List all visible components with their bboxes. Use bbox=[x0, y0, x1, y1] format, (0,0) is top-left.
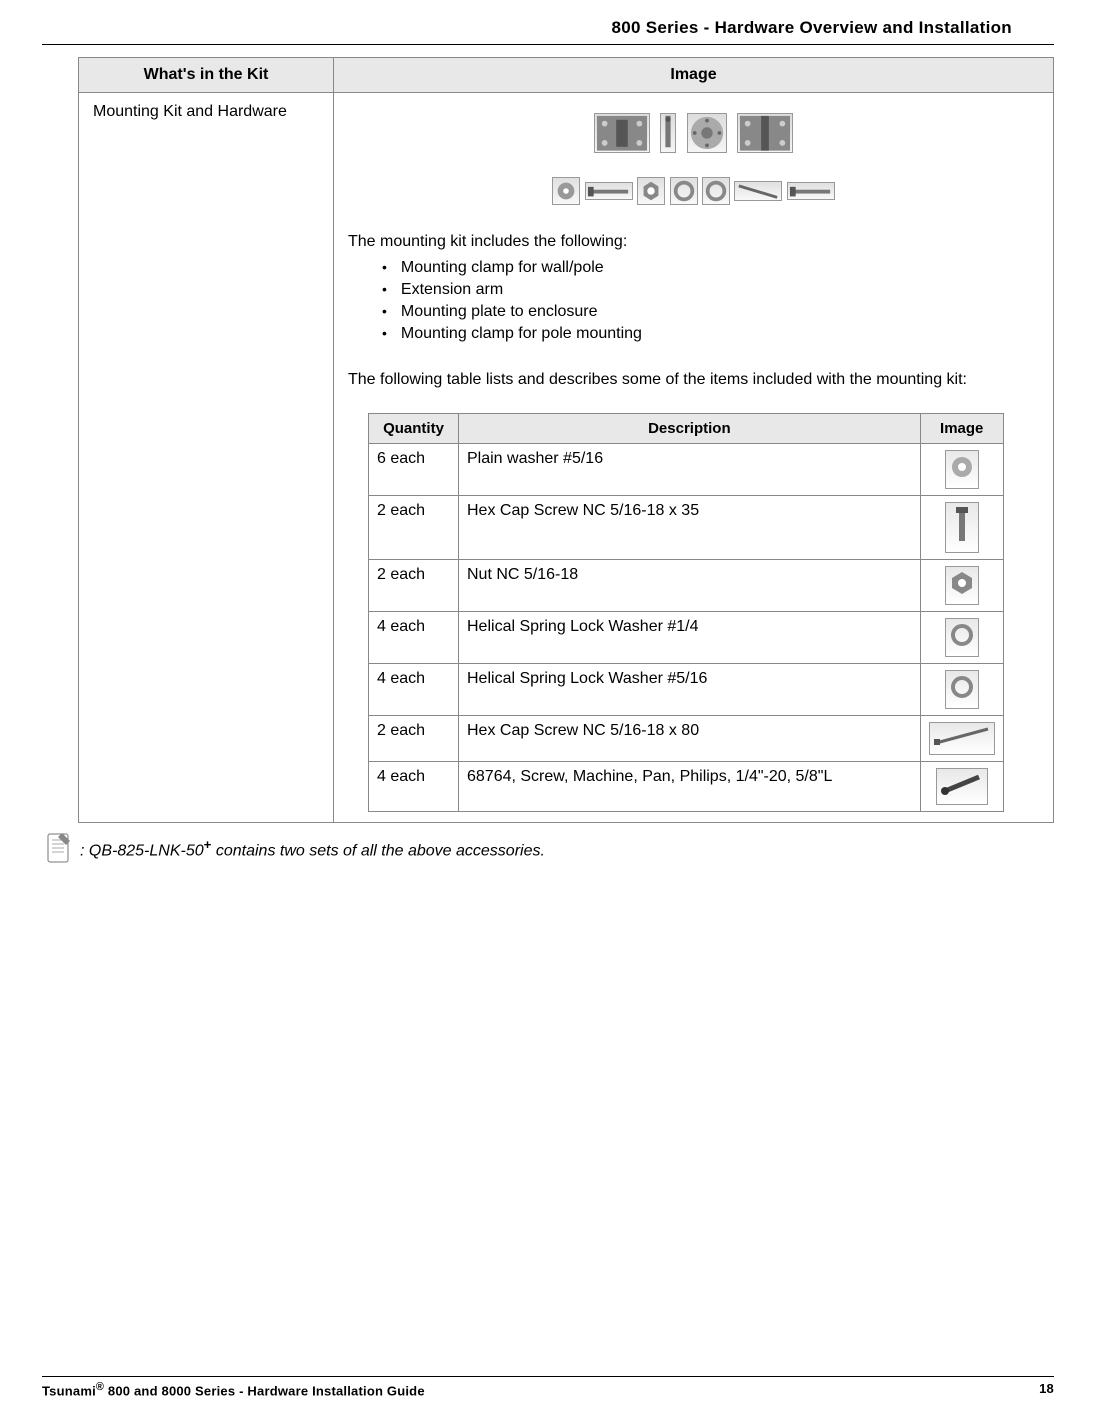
bullet-item: Mounting plate to enclosure bbox=[382, 303, 1039, 321]
screw-small-icon bbox=[787, 182, 835, 200]
part-icon bbox=[945, 670, 979, 709]
bullet-item: Mounting clamp for pole mounting bbox=[382, 325, 1039, 343]
image-cell: The mounting kit includes the following:… bbox=[334, 93, 1054, 823]
spring-washer2-icon bbox=[702, 177, 730, 205]
hardware-icons-row-1 bbox=[348, 113, 1039, 153]
table-row: 2 eachNut NC 5/16-18 bbox=[369, 560, 1004, 612]
desc-cell: Hex Cap Screw NC 5/16-18 x 35 bbox=[459, 496, 921, 560]
qty-cell: 4 each bbox=[369, 762, 459, 812]
img-cell bbox=[920, 560, 1003, 612]
kit-intro: The mounting kit includes the following: bbox=[348, 233, 1039, 251]
desc-cell: Hex Cap Screw NC 5/16-18 x 80 bbox=[459, 716, 921, 762]
hardware-icons-row-2 bbox=[348, 177, 1039, 205]
part-icon bbox=[945, 450, 979, 489]
note-text: : QB-825-LNK-50+ contains two sets of al… bbox=[80, 837, 545, 860]
img-cell bbox=[920, 444, 1003, 496]
part-icon bbox=[945, 566, 979, 605]
table-row: 4 each68764, Screw, Machine, Pan, Philip… bbox=[369, 762, 1004, 812]
qty-cell: 2 each bbox=[369, 496, 459, 560]
content-area: What's in the Kit Image Mounting Kit and… bbox=[0, 45, 1096, 867]
washer-icon bbox=[552, 177, 580, 205]
page-header: 800 Series - Hardware Overview and Insta… bbox=[42, 0, 1054, 45]
col-kit-header: What's in the Kit bbox=[79, 58, 334, 93]
desc-cell: Plain washer #5/16 bbox=[459, 444, 921, 496]
parts-table: Quantity Description Image 6 eachPlain w… bbox=[368, 413, 1004, 812]
qty-cell: 6 each bbox=[369, 444, 459, 496]
desc-cell: Helical Spring Lock Washer #1/4 bbox=[459, 612, 921, 664]
long-bolt-icon bbox=[734, 181, 782, 201]
round-plate-icon bbox=[687, 113, 727, 153]
table-row: 2 eachHex Cap Screw NC 5/16-18 x 35 bbox=[369, 496, 1004, 560]
desc-cell: Helical Spring Lock Washer #5/16 bbox=[459, 664, 921, 716]
table-row: 4 eachHelical Spring Lock Washer #1/4 bbox=[369, 612, 1004, 664]
page-number: 18 bbox=[1039, 1381, 1054, 1398]
bracket-icon bbox=[594, 113, 650, 153]
page-footer: Tsunami® 800 and 8000 Series - Hardware … bbox=[42, 1376, 1054, 1398]
img-cell bbox=[920, 664, 1003, 716]
col-image-header: Image bbox=[334, 58, 1054, 93]
footer-left: Tsunami® 800 and 8000 Series - Hardware … bbox=[42, 1381, 425, 1398]
qty-cell: 2 each bbox=[369, 716, 459, 762]
bracket2-icon bbox=[737, 113, 793, 153]
img-header: Image bbox=[920, 414, 1003, 444]
note-row: : QB-825-LNK-50+ contains two sets of al… bbox=[44, 831, 1054, 867]
bullet-item: Extension arm bbox=[382, 281, 1039, 299]
part-icon bbox=[929, 722, 995, 755]
img-cell bbox=[920, 716, 1003, 762]
img-cell bbox=[920, 496, 1003, 560]
table-row: 4 eachHelical Spring Lock Washer #5/16 bbox=[369, 664, 1004, 716]
kit-cell: Mounting Kit and Hardware bbox=[79, 93, 334, 823]
spring-washer-icon bbox=[670, 177, 698, 205]
table-row: 2 eachHex Cap Screw NC 5/16-18 x 80 bbox=[369, 716, 1004, 762]
img-cell bbox=[920, 612, 1003, 664]
nut-small-icon bbox=[637, 177, 665, 205]
bullet-list: Mounting clamp for wall/pole Extension a… bbox=[382, 259, 1039, 343]
registered-mark: ® bbox=[96, 1381, 104, 1393]
img-cell bbox=[920, 762, 1003, 812]
table-intro: The following table lists and describes … bbox=[348, 371, 1039, 389]
kit-label: Mounting Kit and Hardware bbox=[93, 103, 287, 120]
desc-cell: Nut NC 5/16-18 bbox=[459, 560, 921, 612]
table-row: 6 eachPlain washer #5/16 bbox=[369, 444, 1004, 496]
qty-cell: 4 each bbox=[369, 612, 459, 664]
qty-header: Quantity bbox=[369, 414, 459, 444]
bolt-icon bbox=[585, 182, 633, 200]
header-title: 800 Series - Hardware Overview and Insta… bbox=[611, 18, 1012, 37]
part-icon bbox=[945, 618, 979, 657]
arm-icon bbox=[660, 113, 676, 153]
desc-header: Description bbox=[459, 414, 921, 444]
note-icon bbox=[44, 831, 74, 867]
bullet-item: Mounting clamp for wall/pole bbox=[382, 259, 1039, 277]
desc-cell: 68764, Screw, Machine, Pan, Philips, 1/4… bbox=[459, 762, 921, 812]
qty-cell: 4 each bbox=[369, 664, 459, 716]
qty-cell: 2 each bbox=[369, 560, 459, 612]
part-icon bbox=[945, 502, 979, 553]
part-icon bbox=[936, 768, 988, 805]
kit-table: What's in the Kit Image Mounting Kit and… bbox=[78, 57, 1054, 823]
